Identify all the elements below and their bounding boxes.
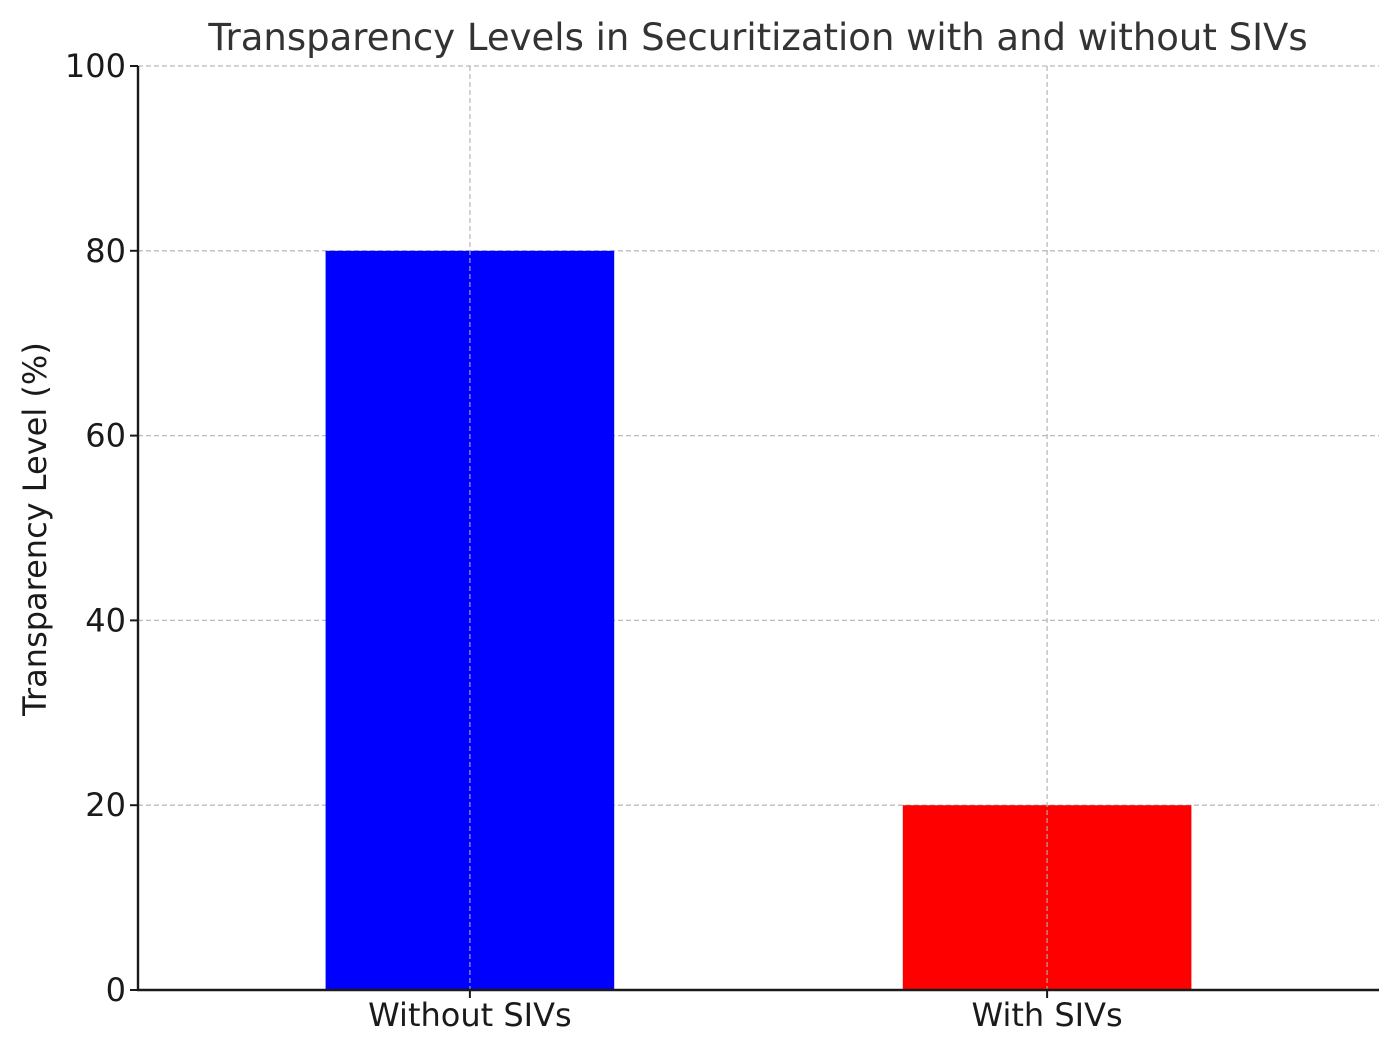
grid-lines [138, 65, 1379, 806]
y-axis-label: Transparency Level (%) [16, 342, 54, 717]
y-axis-ticks: 0 20 40 60 80 100 [65, 47, 138, 1009]
x-tick-label: With SIVs [972, 996, 1123, 1034]
y-tick-label: 0 [106, 971, 126, 1009]
y-tick-label: 100 [65, 47, 126, 85]
y-tick-label: 20 [85, 786, 126, 824]
plot-area: 0 20 40 60 80 100 Without SIVs With SIVs [65, 47, 1379, 1034]
x-tick-label: Without SIVs [368, 996, 572, 1034]
y-tick-label: 60 [85, 417, 126, 455]
vertical-grid-lines [469, 66, 1048, 990]
x-axis-ticks: Without SIVs With SIVs [368, 990, 1123, 1034]
y-tick-label: 80 [85, 232, 126, 270]
y-tick-label: 40 [85, 601, 126, 639]
chart-title: Transparency Levels in Securitization wi… [207, 16, 1307, 59]
